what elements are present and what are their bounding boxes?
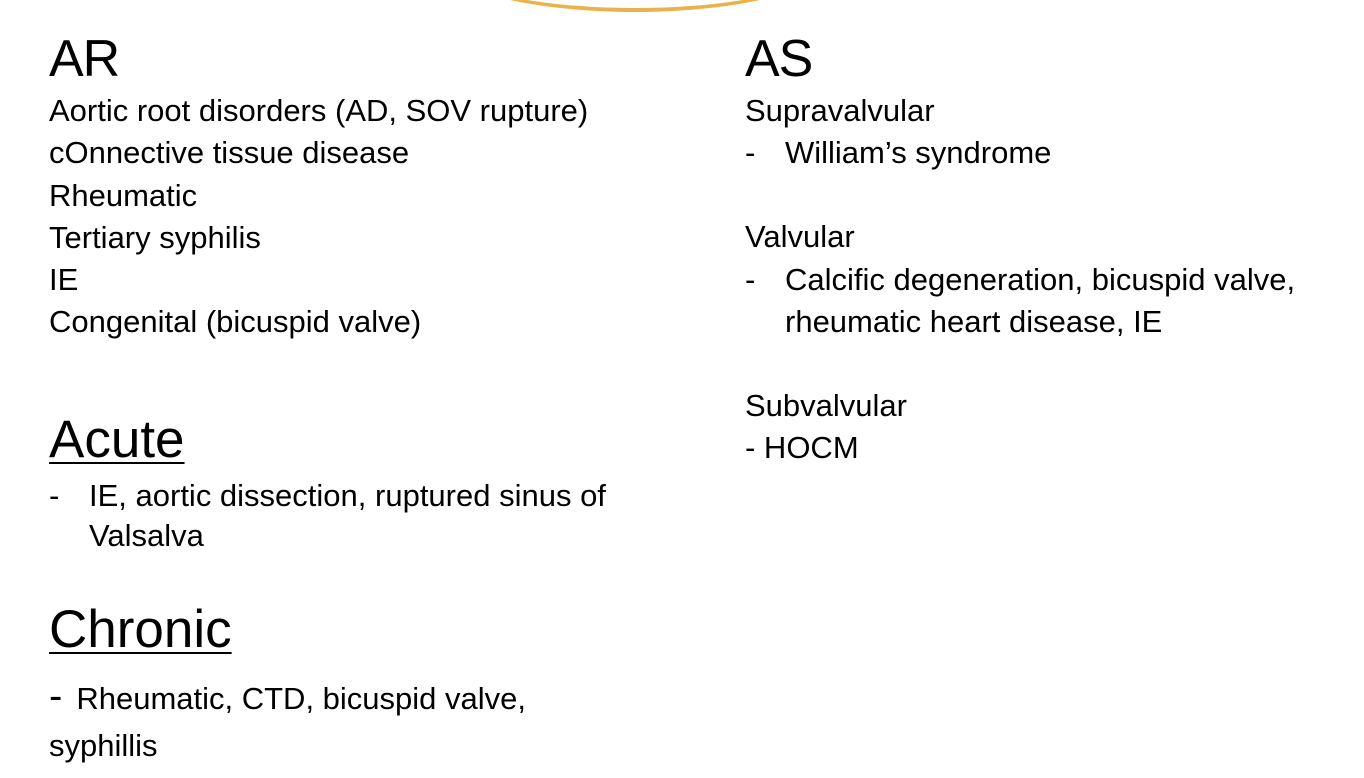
spacer — [49, 556, 689, 600]
dash-bullet: - — [745, 135, 756, 171]
chronic-item-continuation: syphillis — [49, 727, 158, 763]
spacer — [49, 344, 689, 410]
subvalvular-item: - HOCM — [745, 429, 859, 465]
spacer — [745, 343, 1345, 385]
dash-bullet: - — [49, 673, 63, 718]
dash-bullet: - — [49, 477, 60, 513]
ar-cause-item: Congenital (bicuspid valve) — [49, 304, 422, 340]
ar-cause-item: IE — [49, 262, 79, 298]
as-heading: AS — [745, 30, 813, 88]
acute-heading: Acute — [49, 409, 185, 469]
ar-cause-item: Aortic root disorders (AD, SOV rupture) — [49, 93, 589, 128]
as-column: AS Supravalvular - William’s syndrome Va… — [745, 28, 1345, 469]
decorative-arc — [440, 0, 830, 12]
chronic-list-item: - Rheumatic, CTD, bicuspid valve, — [49, 672, 689, 723]
ar-column: AR Aortic root disorders (AD, SOV ruptur… — [49, 28, 689, 769]
valvular-list-item: - Calcific degeneration, bicuspid valve,… — [745, 259, 1325, 343]
subvalvular-heading: Subvalvular — [745, 387, 907, 423]
chronic-item-text: Rheumatic, CTD, bicuspid valve, — [76, 680, 526, 716]
chronic-heading: Chronic — [49, 599, 232, 659]
supravalvular-heading: Supravalvular — [745, 93, 935, 128]
ar-cause-item: cOnnective tissue disease — [49, 135, 410, 171]
supravalvular-item-text: William’s syndrome — [785, 135, 1052, 171]
acute-item-text: IE, aortic dissection, ruptured sinus of… — [89, 477, 606, 553]
acute-list-item: - IE, aortic dissection, ruptured sinus … — [49, 476, 649, 556]
ar-cause-item: Rheumatic — [49, 177, 198, 213]
valvular-item-text: Calcific degeneration, bicuspid valve, r… — [785, 261, 1296, 339]
ar-cause-item: Tertiary syphilis — [49, 219, 261, 255]
ar-heading: AR — [49, 30, 120, 88]
spacer — [745, 174, 1345, 216]
supravalvular-list-item: - William’s syndrome — [745, 132, 1345, 174]
valvular-heading: Valvular — [745, 219, 855, 255]
dash-bullet: - — [745, 261, 756, 297]
